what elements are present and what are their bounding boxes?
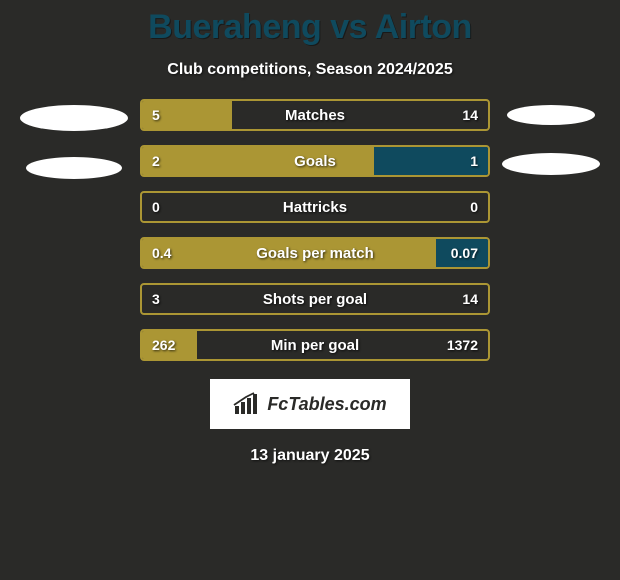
comparison-chart: 514Matches21Goals00Hattricks0.40.07Goals… [0,99,620,361]
stat-left-value: 0 [142,193,170,221]
stat-bars-container: 514Matches21Goals00Hattricks0.40.07Goals… [140,99,490,361]
player-right-placeholder [502,99,600,175]
stat-bar: 514Matches [140,99,490,131]
stat-right-value: 14 [452,285,488,313]
ellipse-icon [20,105,128,131]
stat-right-value: 1 [460,147,488,175]
stat-left-value: 0.4 [142,239,181,267]
stat-left-value: 3 [142,285,170,313]
date-text: 13 january 2025 [250,447,369,465]
branding-badge: FcTables.com [210,379,410,429]
stat-label: Shots per goal [142,285,488,313]
stat-right-value: 0.07 [441,239,488,267]
subtitle: Club competitions, Season 2024/2025 [167,61,452,79]
player-left-placeholder [20,99,128,179]
branding-text: FcTables.com [267,394,386,415]
stat-right-value: 1372 [437,331,488,359]
stat-bar: 3 14Shots per goal [140,283,490,315]
stat-right-value: 0 [460,193,488,221]
page-title: Bueraheng vs Airton [148,8,472,47]
stat-bar: 2621372Min per goal [140,329,490,361]
stat-label: Hattricks [142,193,488,221]
stat-right-value: 14 [452,101,488,129]
ellipse-icon [502,153,600,175]
stat-left-value: 2 [142,147,170,175]
stat-left-value: 262 [142,331,185,359]
bar-left-fill [142,147,374,175]
stat-bar: 21Goals [140,145,490,177]
chart-icon [233,392,261,416]
ellipse-icon [507,105,595,125]
bar-left-fill [142,239,436,267]
stat-bar: 0.40.07Goals per match [140,237,490,269]
stat-bar: 0 0Hattricks [140,191,490,223]
ellipse-icon [26,157,122,179]
stat-left-value: 5 [142,101,170,129]
